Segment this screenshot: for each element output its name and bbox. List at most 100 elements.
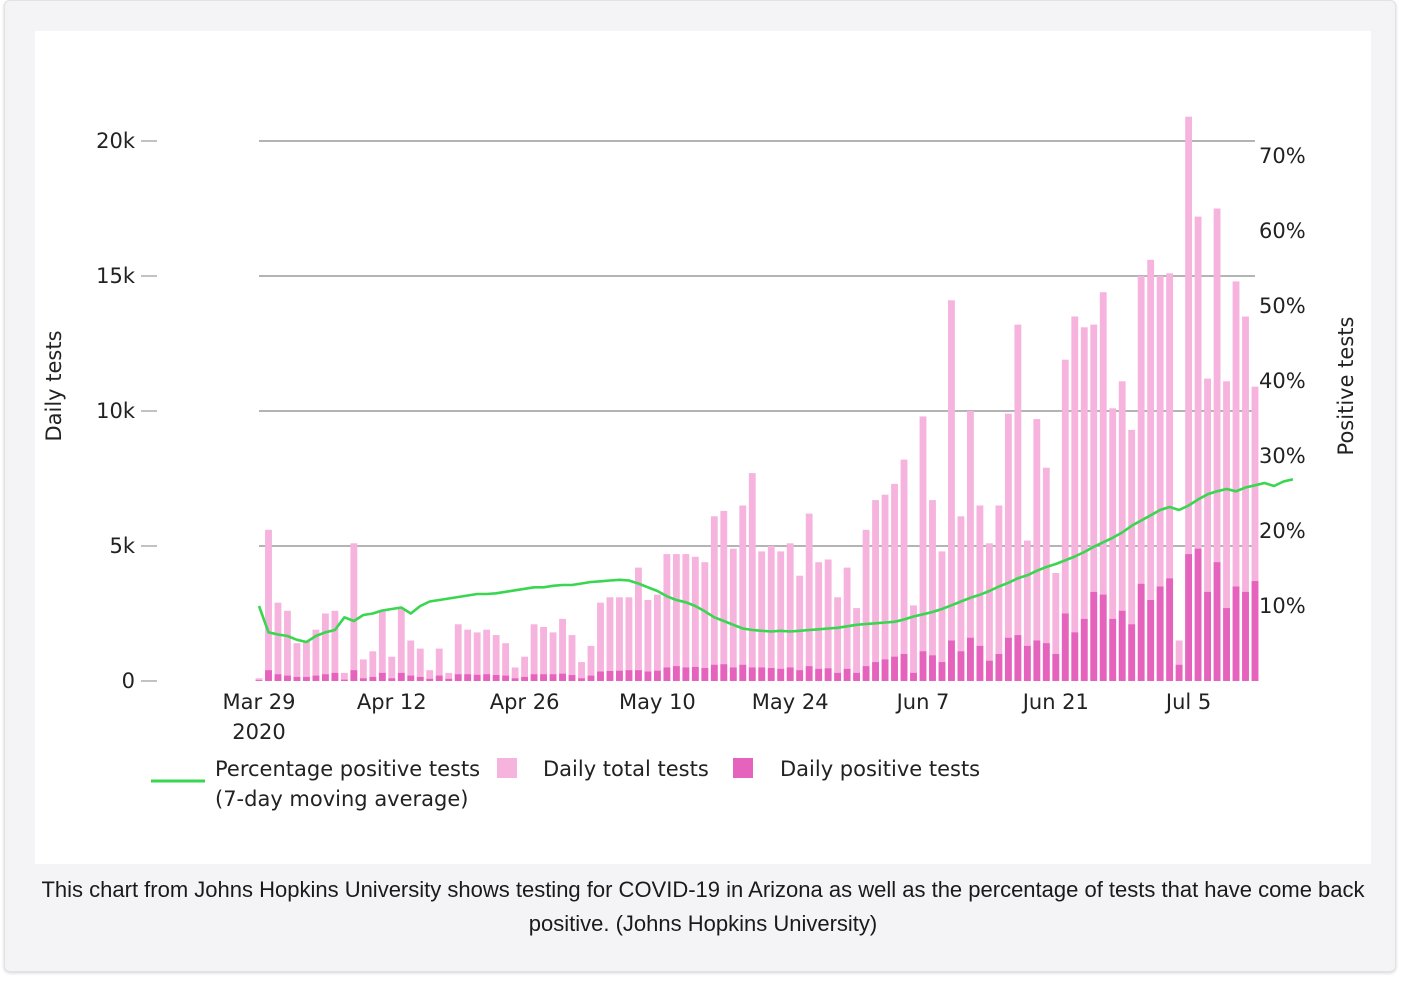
bar-positive-33 (568, 675, 576, 681)
bar-total-61 (834, 597, 842, 681)
bar-positive-82 (1033, 640, 1041, 681)
bar-positive-19 (435, 675, 443, 681)
bar-positive-38 (616, 670, 623, 681)
bar-positive-64 (862, 666, 870, 681)
bar-total-99 (1194, 216, 1202, 681)
y-tick-label-0: 0 (122, 669, 135, 693)
chart-card: 0 5k 10k 15k 20k 10% 20% 30% 40% 50% 60% 70% Daily t… (4, 0, 1396, 972)
bar-positive-3 (284, 675, 291, 681)
bar-positive-62 (843, 668, 851, 681)
y2-axis-title: Positive tests (1334, 317, 1358, 456)
bar-total-23 (473, 632, 481, 681)
bar-positive-91 (1118, 610, 1126, 681)
bar-positive-75 (967, 637, 974, 681)
bar-positive-103 (1232, 586, 1240, 681)
bar-total-54 (767, 546, 775, 681)
bar-total-18 (426, 670, 434, 681)
bar-total-52 (748, 473, 756, 681)
bar-positive-27 (511, 678, 519, 681)
bar-total-88 (1090, 324, 1098, 681)
bar-positive-2 (274, 674, 282, 681)
bar-positive-101 (1213, 562, 1221, 681)
bar-total-104 (1242, 316, 1249, 681)
bar-positive-72 (938, 662, 946, 681)
line-pct-positive (257, 478, 1294, 644)
bar-total-76 (976, 505, 984, 681)
bar-positive-105 (1251, 581, 1259, 681)
bar-total-7 (321, 613, 329, 681)
bar-positive-60 (824, 668, 832, 681)
bar-positive-31 (549, 674, 557, 681)
bar-total-9 (340, 672, 348, 681)
bar-total-83 (1042, 467, 1050, 681)
bar-positive-77 (985, 660, 993, 681)
bar-positive-26 (502, 675, 510, 681)
bar-total-57 (796, 575, 804, 681)
bar-positive-54 (767, 668, 775, 681)
bar-total-98 (1185, 116, 1193, 681)
bar-positive-0 (255, 680, 263, 681)
bar-total-22 (464, 629, 472, 681)
bar-positive-78 (995, 654, 1003, 681)
bar-positive-15 (397, 672, 405, 681)
chart-caption: This chart from Johns Hopkins University… (41, 877, 1365, 936)
bar-positive-36 (597, 671, 604, 681)
bar-positive-58 (805, 666, 813, 681)
legend-label-positive: Daily positive tests (780, 757, 980, 781)
y-tick-label-1: 5k (109, 534, 135, 558)
bar-positive-20 (445, 678, 453, 681)
bar-positive-96 (1166, 578, 1174, 681)
bar-positive-44 (672, 666, 680, 681)
bar-total-13 (378, 610, 386, 681)
bar-total-37 (606, 597, 614, 681)
y2-tick-label-3: 40% (1259, 369, 1306, 393)
bar-total-32 (559, 618, 566, 681)
bar-positive-102 (1223, 608, 1230, 681)
bar-total-41 (644, 600, 652, 681)
x-tick-label-3: May 10 (619, 690, 696, 714)
bar-total-19 (435, 648, 443, 681)
bar-positive-90 (1109, 618, 1117, 681)
bar-total-59 (815, 562, 823, 681)
bar-total-17 (416, 648, 424, 681)
bar-positive-99 (1194, 548, 1202, 681)
bar-total-30 (540, 627, 547, 681)
bar-total-87 (1080, 327, 1088, 681)
bar-positive-8 (331, 672, 339, 681)
bar-total-45 (682, 554, 690, 681)
bar-positive-22 (464, 674, 472, 681)
chart-svg: 0 5k 10k 15k 20k 10% 20% 30% 40% 50% 60% 70% Daily t… (42, 116, 1358, 811)
bar-positive-65 (872, 662, 879, 681)
bar-positive-52 (748, 667, 756, 681)
bar-total-69 (910, 605, 917, 681)
legend-swatch-positive (733, 758, 753, 778)
bar-positive-7 (321, 674, 329, 681)
bar-positive-86 (1071, 632, 1079, 681)
bar-positive-35 (587, 675, 595, 681)
bar-total-62 (843, 567, 851, 681)
bar-positive-34 (578, 678, 585, 681)
bar-total-36 (597, 602, 604, 681)
bar-positive-100 (1204, 591, 1211, 681)
bar-positive-59 (815, 668, 823, 681)
bar-positive-83 (1042, 643, 1050, 681)
bar-total-89 (1099, 292, 1107, 681)
bar-positive-10 (350, 670, 358, 681)
bar-positive-74 (957, 651, 965, 681)
bar-positive-85 (1061, 613, 1069, 681)
bar-positive-47 (701, 668, 709, 681)
bar-total-16 (407, 640, 415, 681)
bar-positive-81 (1023, 645, 1031, 681)
bar-total-47 (701, 562, 709, 681)
y-tick-label-3: 15k (96, 264, 136, 288)
bar-positive-42 (653, 670, 661, 681)
bar-total-92 (1128, 429, 1136, 681)
bar-total-35 (587, 645, 595, 681)
bar-positive-41 (644, 671, 652, 681)
bar-total-79 (1004, 413, 1012, 681)
bar-total-33 (568, 635, 576, 681)
bar-positive-48 (710, 664, 718, 681)
bar-positive-61 (834, 672, 842, 681)
bar-positive-21 (454, 674, 462, 681)
bar-positive-49 (720, 664, 728, 681)
